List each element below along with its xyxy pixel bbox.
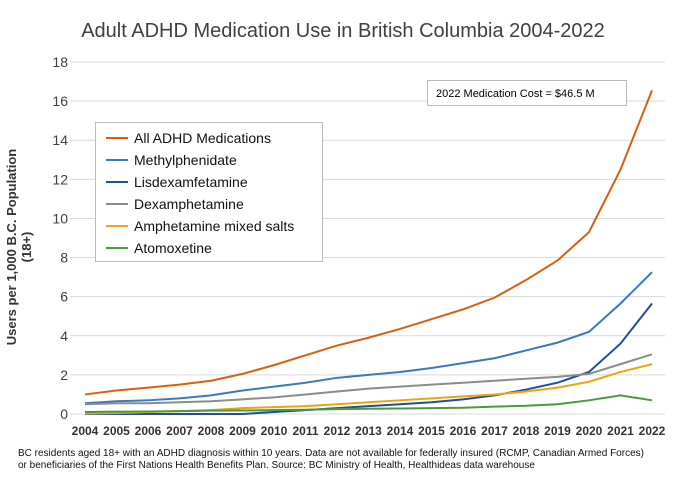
y-tick-label: 14 bbox=[52, 132, 68, 148]
y-tick-label: 4 bbox=[60, 328, 68, 344]
legend-label: Methylphenidate bbox=[134, 152, 237, 168]
legend-label: All ADHD Medications bbox=[134, 130, 271, 146]
series-line-2 bbox=[85, 302, 653, 415]
x-tick-label: 2022 bbox=[639, 424, 666, 438]
y-tick-label: 0 bbox=[60, 406, 68, 422]
x-tick-label: 2015 bbox=[418, 424, 445, 438]
footnote: BC residents aged 18+ with an ADHD diagn… bbox=[18, 448, 644, 472]
x-tick-label: 2011 bbox=[292, 424, 318, 438]
y-tick-label: 10 bbox=[52, 210, 68, 226]
x-tick-label: 2005 bbox=[103, 424, 130, 438]
legend-label: Dexamphetamine bbox=[134, 196, 244, 212]
y-tick-label: 8 bbox=[60, 250, 68, 266]
legend-item: Methylphenidate bbox=[106, 149, 322, 171]
series-line-1 bbox=[84, 271, 653, 405]
x-tick-label: 2021 bbox=[607, 424, 634, 438]
x-tick-label: 2017 bbox=[481, 424, 508, 438]
x-tick-label: 2020 bbox=[576, 424, 603, 438]
footnote-line-2: or beneficiaries of the First Nations He… bbox=[18, 460, 535, 471]
x-tick-label: 2013 bbox=[355, 424, 382, 438]
legend-swatch bbox=[106, 181, 128, 183]
y-tick-label: 2 bbox=[60, 367, 68, 383]
x-tick-label: 2016 bbox=[450, 424, 477, 438]
legend-swatch bbox=[106, 247, 128, 249]
series-line-0 bbox=[84, 89, 653, 396]
x-tick-label: 2019 bbox=[544, 424, 571, 438]
legend-swatch bbox=[106, 137, 128, 139]
y-tick-label: 12 bbox=[52, 171, 68, 187]
x-tick-label: 2008 bbox=[198, 424, 225, 438]
legend-swatch bbox=[106, 225, 128, 227]
x-tick-label: 2010 bbox=[261, 424, 288, 438]
footnote-line-1: BC residents aged 18+ with an ADHD diagn… bbox=[18, 448, 644, 459]
legend-swatch bbox=[106, 203, 128, 205]
y-axis-label: Users per 1,000 B.C. Population (18+) bbox=[4, 148, 34, 346]
cost-annotation: 2022 Medication Cost = $46.5 M bbox=[427, 80, 627, 106]
legend-label: Amphetamine mixed salts bbox=[134, 218, 295, 234]
x-tick-label: 2018 bbox=[513, 424, 540, 438]
x-tick-label: 2004 bbox=[72, 424, 99, 438]
x-tick-label: 2007 bbox=[166, 424, 193, 438]
legend-item: Lisdexamfetamine bbox=[106, 171, 322, 193]
legend-label: Atomoxetine bbox=[134, 240, 212, 256]
legend-item: Amphetamine mixed salts bbox=[106, 215, 322, 237]
x-tick-label: 2009 bbox=[229, 424, 256, 438]
y-tick-label: 6 bbox=[60, 289, 68, 305]
chart-title: Adult ADHD Medication Use in British Col… bbox=[81, 20, 605, 42]
legend-label: Lisdexamfetamine bbox=[134, 174, 248, 190]
legend-item: Dexamphetamine bbox=[106, 193, 322, 215]
x-tick-label: 2014 bbox=[387, 424, 414, 438]
legend-swatch bbox=[106, 159, 128, 161]
legend: All ADHD Medications Methylphenidate Lisd… bbox=[95, 122, 323, 262]
y-tick-label: 18 bbox=[52, 54, 68, 70]
legend-item: All ADHD Medications bbox=[106, 127, 322, 149]
y-tick-label: 16 bbox=[52, 93, 68, 109]
legend-item: Atomoxetine bbox=[106, 237, 322, 259]
x-tick-label: 2012 bbox=[324, 424, 351, 438]
series-line-3 bbox=[84, 353, 653, 406]
series-line-5 bbox=[84, 394, 653, 414]
x-tick-label: 2006 bbox=[135, 424, 162, 438]
